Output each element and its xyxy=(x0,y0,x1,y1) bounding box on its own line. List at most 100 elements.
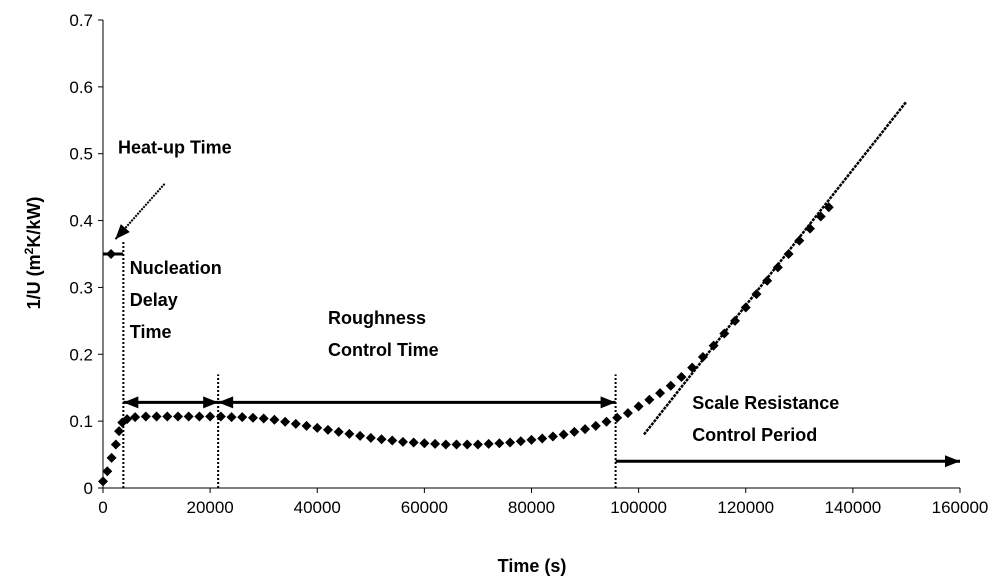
guides xyxy=(103,100,960,488)
data-point xyxy=(215,411,226,422)
annotation-heatup: Heat-up Time xyxy=(118,138,232,158)
y-axis-title-prefix: 1/U (m xyxy=(24,254,44,309)
data-point xyxy=(494,438,505,449)
data-point xyxy=(622,408,633,419)
y-tick-label: 0 xyxy=(84,479,93,498)
data-point xyxy=(815,211,826,222)
data-point xyxy=(601,416,612,427)
data-point xyxy=(676,372,687,383)
x-tick-label: 80000 xyxy=(508,498,555,517)
data-point xyxy=(526,434,537,445)
data-point xyxy=(102,466,113,477)
data-point xyxy=(172,411,183,422)
data-point xyxy=(590,420,601,431)
data-point xyxy=(483,438,494,449)
data-point xyxy=(708,340,719,351)
data-point xyxy=(580,424,591,435)
y-axis-title: 1/U (m2K/kW) xyxy=(22,197,44,310)
data-point xyxy=(794,235,805,246)
ticks: 0 0.1 0.2 0.3 0.4 0.5 0.6 0.7 0 20000 40000 60000 80… xyxy=(69,11,988,517)
data-point xyxy=(151,411,162,422)
annotation-scale: Scale Resistance xyxy=(692,393,839,413)
data-point xyxy=(140,411,151,422)
data-point xyxy=(762,275,773,286)
annotation-nucleation: Nucleation xyxy=(130,258,222,278)
data-point xyxy=(772,262,783,273)
data-point xyxy=(226,412,237,423)
data-point xyxy=(333,426,344,437)
data-point xyxy=(537,433,548,444)
data-point xyxy=(687,362,698,373)
data-point xyxy=(301,420,312,431)
arrow-head xyxy=(600,396,616,409)
data-point xyxy=(515,436,526,447)
data-point xyxy=(122,414,133,425)
x-tick-label: 160000 xyxy=(932,498,989,517)
data-point xyxy=(290,418,301,429)
annotation-roughness: Control Time xyxy=(328,340,439,360)
x-tick-label: 20000 xyxy=(186,498,233,517)
data-point xyxy=(183,411,194,422)
data-point xyxy=(355,430,366,441)
series xyxy=(98,202,834,487)
data-point xyxy=(547,431,558,442)
data-point xyxy=(387,435,398,446)
y-tick-label: 0.2 xyxy=(69,345,93,364)
data-point xyxy=(419,438,430,449)
x-tick-label: 40000 xyxy=(294,498,341,517)
data-point xyxy=(408,437,419,448)
annotation-scale: Control Period xyxy=(692,425,817,445)
annotation-roughness: Roughness xyxy=(328,308,426,328)
y-tick-label: 0.3 xyxy=(69,278,93,297)
data-point xyxy=(451,439,462,450)
data-point xyxy=(783,249,794,259)
data-point xyxy=(344,428,355,439)
data-point xyxy=(697,351,708,362)
data-point xyxy=(280,416,291,427)
data-point xyxy=(322,424,333,435)
x-tick-label: 120000 xyxy=(717,498,774,517)
x-tick-label: 100000 xyxy=(610,498,667,517)
data-point xyxy=(162,411,173,422)
y-axis-title-sup: 2 xyxy=(22,247,36,254)
trend-line xyxy=(642,100,908,436)
data-point xyxy=(558,429,569,440)
annotation-nucleation: Delay xyxy=(130,290,178,310)
data-point xyxy=(376,434,387,445)
data-point xyxy=(740,302,751,313)
data-point xyxy=(110,439,121,450)
data-point xyxy=(730,315,741,326)
data-point xyxy=(719,328,730,339)
data-point xyxy=(505,437,516,448)
data-point xyxy=(397,436,408,447)
data-point xyxy=(823,202,834,213)
data-point xyxy=(106,452,117,463)
x-tick-label: 0 xyxy=(98,498,107,517)
data-point xyxy=(805,223,816,234)
x-tick-label: 60000 xyxy=(401,498,448,517)
data-point xyxy=(269,414,280,425)
data-point xyxy=(430,438,441,449)
data-point xyxy=(237,412,248,423)
data-point xyxy=(655,388,666,399)
data-point xyxy=(114,426,125,437)
data-point xyxy=(665,380,676,391)
data-point xyxy=(312,422,323,433)
arrow-head xyxy=(203,396,219,409)
y-tick-label: 0.7 xyxy=(69,11,93,30)
pointer-arrow-head xyxy=(115,224,130,240)
data-point xyxy=(365,432,376,443)
arrow-head xyxy=(123,396,139,409)
data-point xyxy=(612,412,623,423)
annotation-nucleation: Time xyxy=(130,322,172,342)
data-point xyxy=(440,439,451,450)
data-point xyxy=(205,411,216,422)
data-point xyxy=(98,476,108,487)
data-point xyxy=(258,413,269,424)
data-point xyxy=(106,249,117,259)
data-point xyxy=(462,439,473,450)
data-point xyxy=(472,439,483,450)
arrow-head xyxy=(945,455,960,468)
data-point xyxy=(130,412,141,423)
